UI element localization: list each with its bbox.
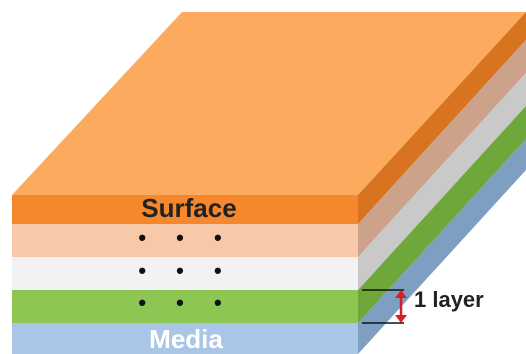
surface-label: Surface <box>141 193 236 223</box>
surface-layer-front <box>12 195 358 224</box>
peach-layer-front <box>12 224 358 257</box>
arrow-head-down <box>395 315 407 323</box>
arrow-head-up <box>395 290 407 298</box>
one-layer-label: 1 layer <box>414 287 484 312</box>
gray-layer-side <box>358 73 526 290</box>
surface-top-face <box>12 12 526 195</box>
surface-layer: Surface <box>12 12 526 224</box>
gray-layer-front <box>12 257 358 290</box>
green-layer: • • • <box>12 106 526 323</box>
gray-layer-dots: • • • <box>138 258 233 283</box>
media-label: Media <box>149 324 223 354</box>
surface-layer-side <box>358 12 526 224</box>
green-layer-front <box>12 290 358 323</box>
media-layer-front <box>12 323 358 354</box>
green-layer-dots: • • • <box>138 290 233 315</box>
peach-layer-dots: • • • <box>138 225 233 250</box>
peach-layer: • • • <box>12 40 526 257</box>
peach-layer-side <box>358 40 526 257</box>
gray-layer: • • • <box>12 73 526 290</box>
one-layer-annotation: 1 layer <box>362 287 484 324</box>
green-layer-side <box>358 106 526 323</box>
